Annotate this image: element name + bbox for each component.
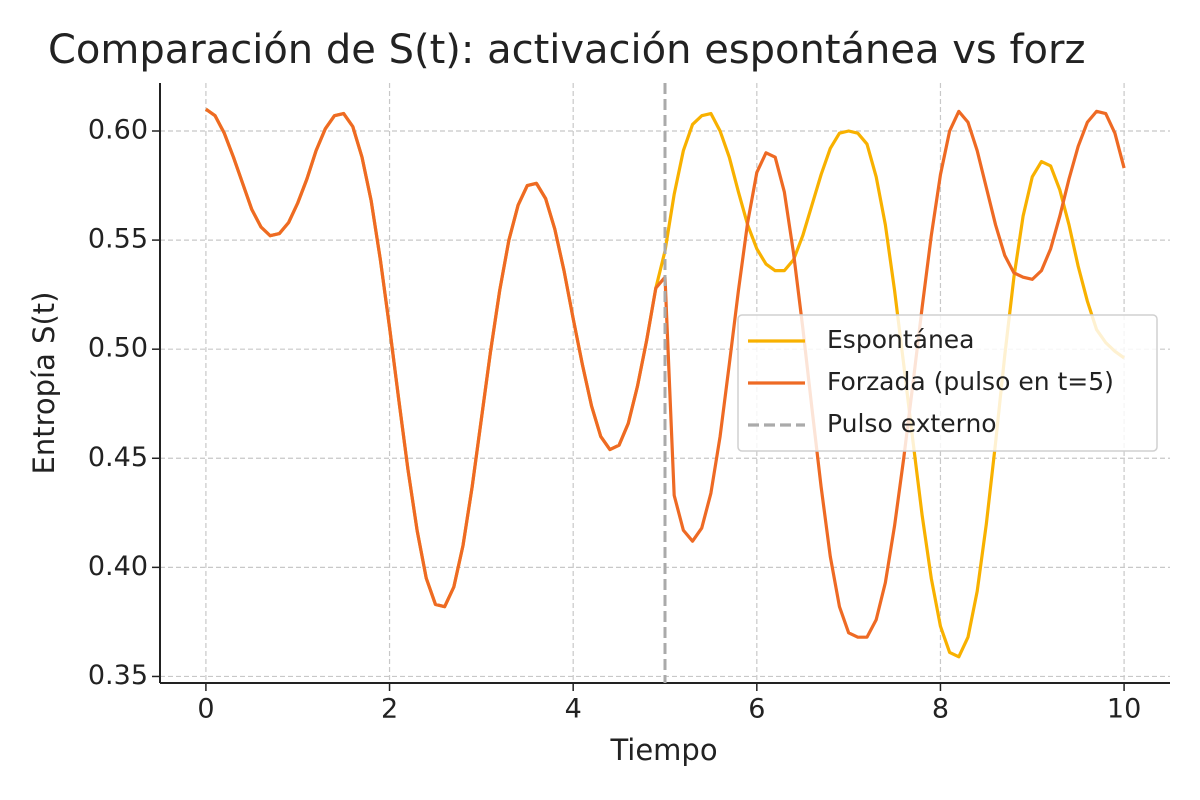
- y-tick-label: 0.60: [88, 115, 148, 146]
- x-tick-label: 4: [565, 694, 582, 725]
- y-tick-label: 0.35: [88, 660, 148, 691]
- legend-label: Forzada (pulso en t=5): [827, 367, 1114, 396]
- y-axis-label: Entropía S(t): [27, 292, 61, 475]
- y-tick-label: 0.55: [88, 224, 148, 255]
- x-tick-label: 6: [748, 694, 765, 725]
- x-tick-label: 10: [1107, 694, 1141, 725]
- y-tick-label: 0.40: [88, 551, 148, 582]
- x-tick-label: 8: [932, 694, 949, 725]
- legend-label: Pulso externo: [827, 409, 997, 438]
- x-axis-label: Tiempo: [609, 733, 717, 767]
- y-tick-label: 0.50: [88, 333, 148, 364]
- x-tick-label: 2: [381, 694, 398, 725]
- legend: Espontánea Forzada (pulso en t=5) Pulso ex…: [737, 314, 1158, 452]
- legend-box: [737, 314, 1158, 452]
- y-tick-label: 0.45: [88, 442, 148, 473]
- x-tick-label: 0: [197, 694, 214, 725]
- chart-title: Comparación de S(t): activación espontán…: [48, 27, 1085, 73]
- legend-label: Espontánea: [827, 325, 975, 354]
